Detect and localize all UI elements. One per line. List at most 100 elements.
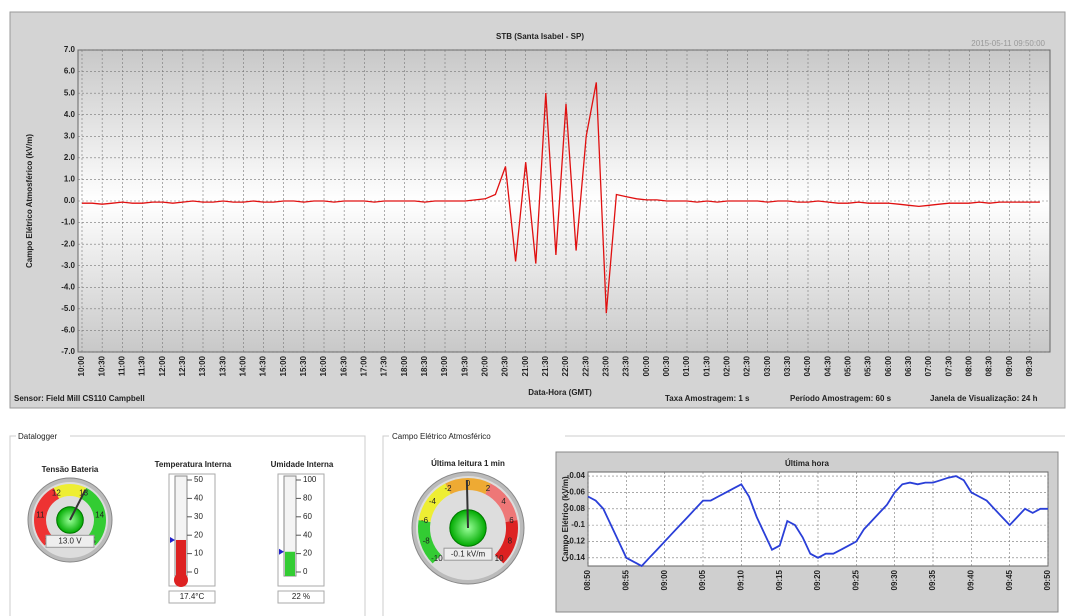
y-tick-label: 6.0: [64, 67, 76, 76]
x-tick-label: 00:30: [662, 355, 671, 376]
gauge-label: Última leitura 1 min: [431, 459, 505, 468]
gauge-band: [80, 487, 106, 546]
tube-pointer: [279, 548, 284, 555]
tube-tick-label: 50: [194, 475, 203, 484]
y-tick-label: -0.14: [567, 553, 586, 562]
y-tick-label: -0.06: [567, 488, 586, 497]
data-line: [587, 475, 1048, 568]
x-tick-label: 17:30: [380, 355, 389, 376]
tube-value: 22 %: [292, 592, 310, 601]
gauge-needle: [69, 489, 87, 521]
x-tick-label: 08:00: [964, 355, 973, 376]
x-tick-label: 09:20: [813, 569, 822, 590]
x-tick-label: 06:30: [904, 355, 913, 376]
y-tick-label: 7.0: [64, 45, 76, 54]
x-tick-label: 13:00: [198, 355, 207, 376]
gauge-label: Tensão Bateria: [42, 465, 99, 474]
gauge-tick-label: -2: [444, 484, 452, 493]
tube-tick-label: 80: [303, 494, 312, 503]
tube-label: Umidade Interna: [271, 460, 334, 469]
y-tick-label: -7.0: [61, 347, 75, 356]
value-box: [45, 534, 95, 548]
y-axis-label: Campo Elétrico Atmosférico (kV/m): [25, 134, 34, 268]
gauge-band: [418, 520, 442, 564]
y-axis-label: Campo Elétrico (kV/m): [561, 476, 570, 562]
x-tick-label: 08:50: [583, 569, 592, 590]
gauge-needle: [465, 479, 469, 529]
x-tick-label: 08:55: [621, 569, 630, 590]
x-tick-label: 09:15: [775, 569, 784, 590]
gauge-band: [53, 484, 87, 499]
x-tick-label: 14:00: [238, 355, 247, 376]
x-tick-label: 09:25: [851, 569, 860, 590]
gauge-tick-label: -8: [423, 537, 431, 546]
x-tick-label: 07:30: [944, 355, 953, 376]
x-tick-label: 11:30: [138, 355, 147, 376]
y-tick-label: -0.1: [571, 520, 585, 529]
value-box: [168, 590, 216, 604]
x-tick-label: 02:00: [722, 355, 731, 376]
x-tick-label: 01:00: [682, 355, 691, 376]
x-tick-label: 22:00: [561, 355, 570, 376]
x-tick-label: 12:00: [158, 355, 167, 376]
x-tick-label: 16:00: [319, 355, 328, 376]
gauge-band: [418, 483, 452, 523]
y-tick-label: 1.0: [64, 175, 76, 184]
y-tick-label: 5.0: [64, 88, 76, 97]
x-tick-label: 09:35: [928, 569, 937, 590]
y-tick-label: 3.0: [64, 131, 76, 140]
footer-text: Janela de Visualização: 24 h: [930, 394, 1038, 403]
gauge-band: [34, 487, 60, 546]
panel-title: Datalogger: [18, 432, 57, 441]
x-tick-label: 17:00: [359, 355, 368, 376]
x-tick-label: 09:00: [1005, 355, 1014, 376]
footer-text: Sensor: Field Mill CS110 Campbell: [14, 394, 145, 403]
x-tick-label: 09:30: [890, 569, 899, 590]
gauge-tick-label: 2: [486, 484, 491, 493]
x-tick-label: 09:50: [1043, 569, 1052, 590]
tube-pointer: [170, 536, 175, 543]
gauge-band: [494, 520, 518, 564]
x-tick-label: 13:30: [218, 355, 227, 376]
data-line: [82, 82, 1040, 314]
x-tick-label: 23:00: [601, 355, 610, 376]
panel-title: Campo Elétrico Atmosférico: [392, 432, 491, 441]
x-tick-label: 09:00: [660, 569, 669, 590]
x-tick-label: 07:00: [924, 355, 933, 376]
tube-tick-label: 20: [194, 530, 203, 539]
tube-tick-label: 100: [303, 475, 317, 484]
tube-tick-label: 20: [303, 549, 312, 558]
gauge-value: 13.0 V: [58, 536, 82, 545]
chart-title: STB (Santa Isabel - SP): [496, 32, 584, 41]
plot-area: [587, 471, 1049, 567]
x-tick-label: 04:30: [823, 355, 832, 376]
x-tick-label: 05:30: [864, 355, 873, 376]
x-tick-label: 19:00: [440, 355, 449, 376]
tube-tick-label: 60: [303, 512, 312, 521]
tube-tick-label: 0: [303, 567, 308, 576]
y-tick-label: 2.0: [64, 153, 76, 162]
value-box: [443, 547, 493, 561]
chart-title: Última hora: [785, 459, 830, 468]
datalogger-frame: [9, 435, 366, 616]
gauge-tick-label: 10: [495, 554, 504, 563]
gauge-tick-label: 12: [52, 488, 61, 497]
x-tick-label: 12:30: [178, 355, 187, 376]
x-tick-label: 11:00: [117, 355, 126, 376]
x-tick-label: 09:10: [736, 569, 745, 590]
footer-text: Período Amostragem: 60 s: [790, 394, 892, 403]
tube-tick-label: 0: [194, 567, 199, 576]
value-box: [277, 590, 325, 604]
gauge-tick-label: 6: [509, 516, 514, 525]
y-tick-label: -0.12: [567, 537, 586, 546]
tube-bulb: [174, 573, 188, 587]
tube-tick-label: 40: [303, 530, 312, 539]
gauge-band: [445, 478, 491, 495]
tube-value: 17.4°C: [180, 592, 205, 601]
x-tick-label: 06:00: [884, 355, 893, 376]
x-tick-label: 15:30: [299, 355, 308, 376]
gauge-tick-label: -10: [431, 554, 443, 563]
x-tick-label: 19:30: [460, 355, 469, 376]
x-tick-label: 02:30: [743, 355, 752, 376]
